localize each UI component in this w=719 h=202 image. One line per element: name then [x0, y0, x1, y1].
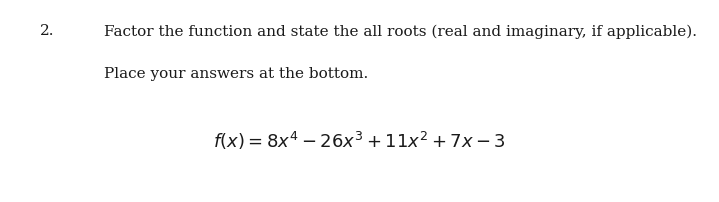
Text: 2.: 2. — [40, 24, 54, 38]
Text: $f(x) = 8x^{4} - 26x^{3} + 11x^{2} + 7x - 3$: $f(x) = 8x^{4} - 26x^{3} + 11x^{2} + 7x … — [213, 129, 506, 151]
Text: Place your answers at the bottom.: Place your answers at the bottom. — [104, 67, 369, 81]
Text: Factor the function and state the all roots (real and imaginary, if applicable).: Factor the function and state the all ro… — [104, 24, 697, 39]
